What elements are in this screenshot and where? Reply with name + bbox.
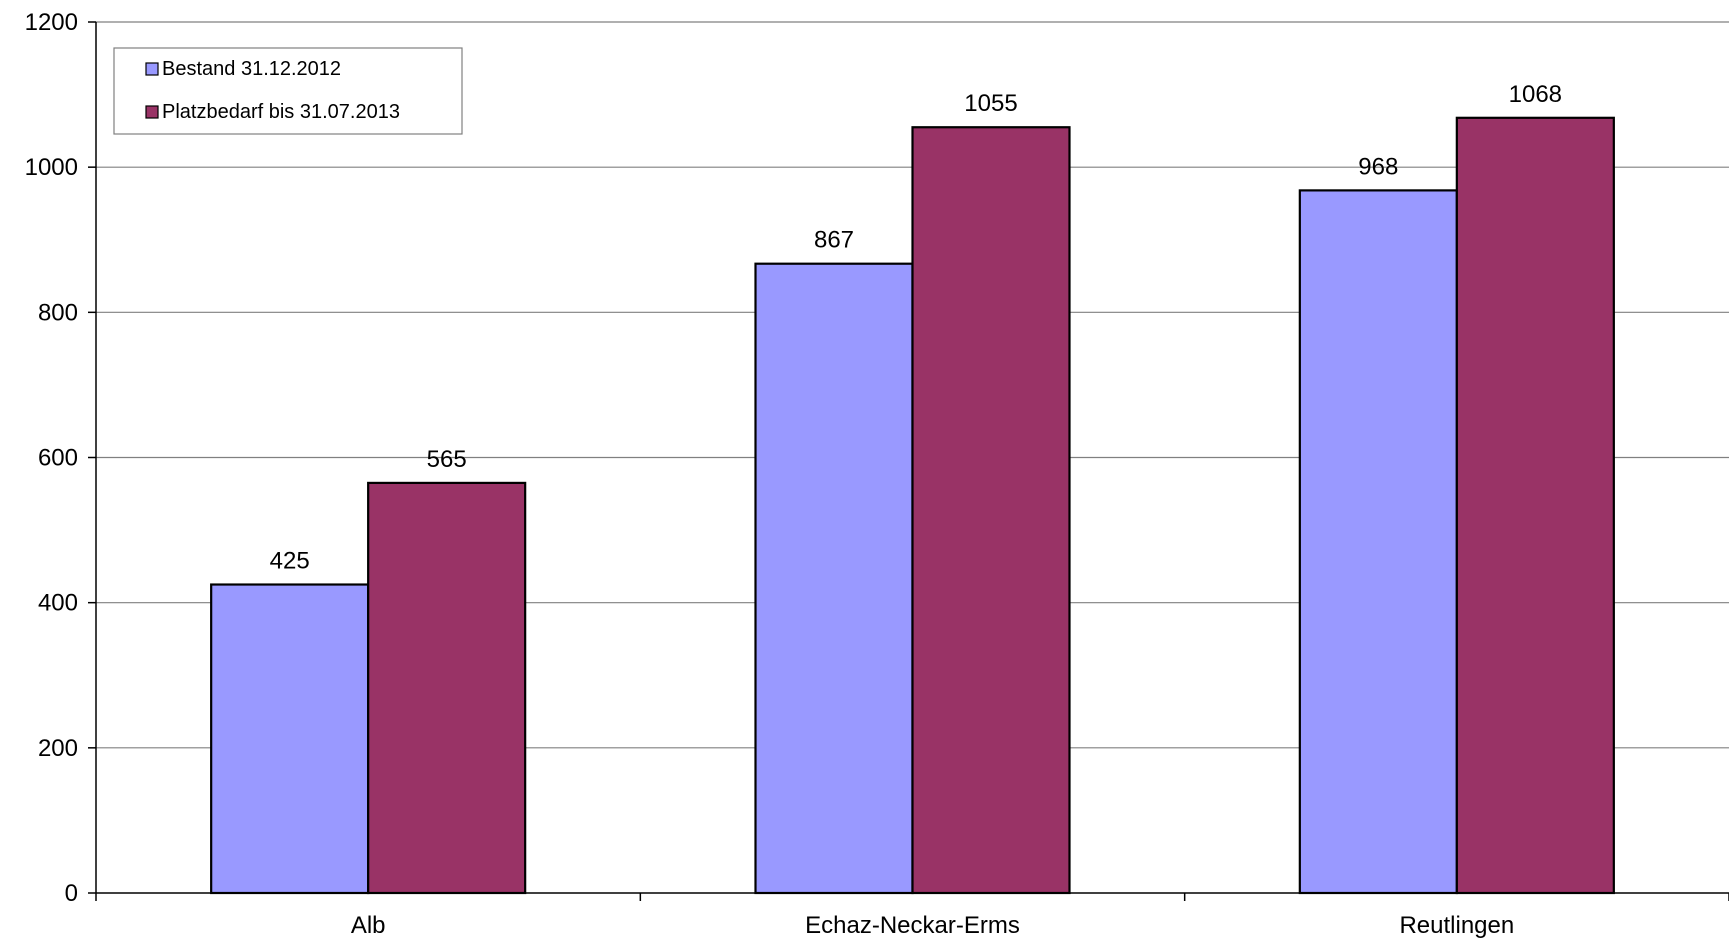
y-tick-label: 1000 — [25, 154, 78, 181]
data-label: 565 — [427, 446, 467, 473]
legend-swatch — [145, 105, 159, 119]
bar — [754, 262, 914, 895]
y-tick-label: 0 — [65, 880, 78, 907]
y-tick-label: 400 — [38, 590, 78, 617]
y-tick-label: 800 — [38, 299, 78, 326]
legend-box — [113, 47, 463, 135]
legend: Bestand 31.12.2012 Platzbedarf bis 31.07.… — [113, 47, 463, 135]
data-labels: 425 565 867 1055 968 1068 — [270, 81, 1562, 575]
x-tick-label: Alb — [351, 912, 386, 939]
legend-label: Platzbedarf bis 31.07.2013 — [162, 101, 400, 123]
data-label: 1068 — [1509, 81, 1562, 108]
bar — [210, 583, 370, 895]
legend-swatch — [145, 62, 159, 76]
y-tick-label: 600 — [38, 445, 78, 472]
bar — [911, 126, 1071, 895]
y-tick-label: 1200 — [25, 9, 78, 36]
y-tick-label: 200 — [38, 735, 78, 762]
data-label: 425 — [270, 548, 310, 575]
data-label: 1055 — [964, 90, 1017, 117]
x-tick-label: Echaz-Neckar-Erms — [805, 912, 1020, 939]
bar — [367, 481, 527, 895]
legend-label: Bestand 31.12.2012 — [162, 58, 341, 80]
data-label: 867 — [814, 227, 854, 254]
bar — [1298, 189, 1458, 895]
data-label: 968 — [1358, 153, 1398, 180]
bar — [1455, 116, 1615, 895]
axes: 0 200 400 600 800 1000 1200 Alb Echaz-Neckar-Erm… — [25, 9, 1729, 939]
bars — [210, 116, 1615, 895]
x-tick-label: Reutlingen — [1399, 912, 1514, 939]
